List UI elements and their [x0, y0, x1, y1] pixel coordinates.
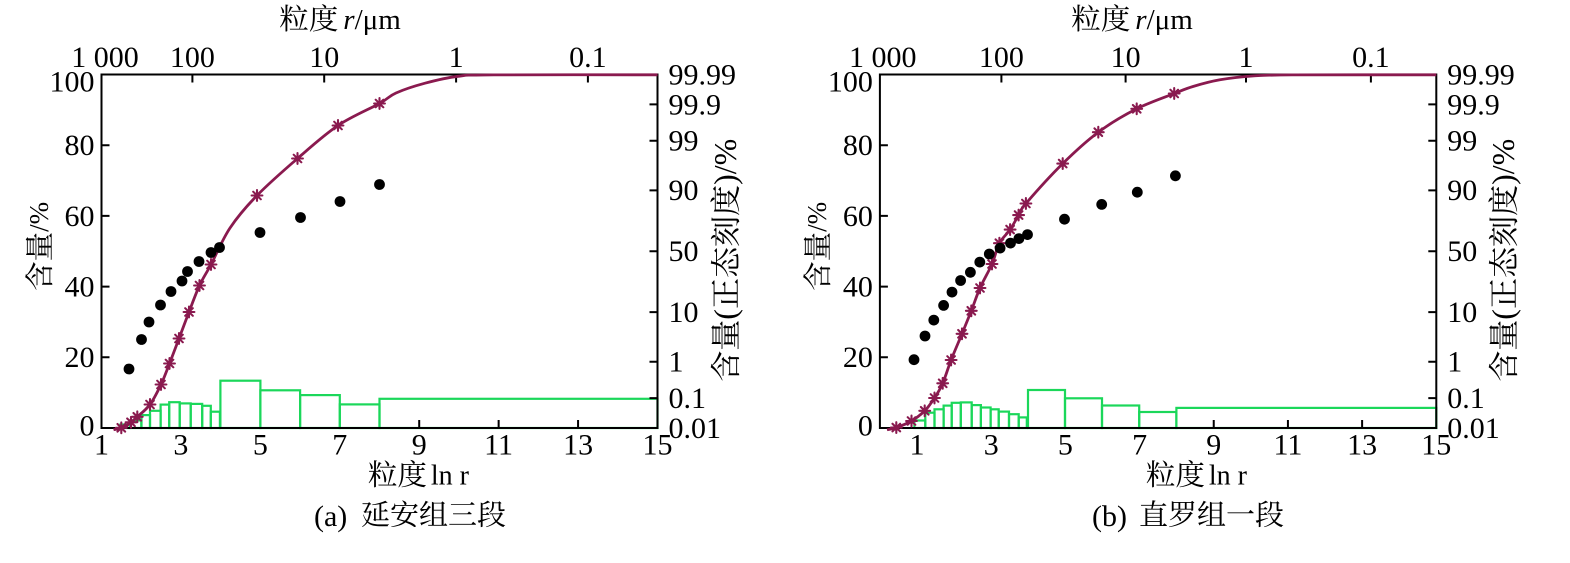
svg-text:1: 1	[94, 429, 109, 462]
svg-text:60: 60	[65, 200, 95, 233]
svg-text:99.99: 99.99	[669, 58, 737, 91]
svg-text:100: 100	[50, 65, 95, 98]
svg-text:0.01: 0.01	[1447, 412, 1500, 445]
svg-text:10: 10	[1447, 296, 1477, 329]
svg-text:1: 1	[1447, 346, 1462, 379]
svg-text:90: 90	[669, 174, 699, 207]
svg-text:r/μm: r/μm	[1135, 4, 1193, 36]
svg-text:40: 40	[65, 271, 95, 304]
svg-text:13: 13	[563, 429, 593, 462]
svg-text:1: 1	[669, 346, 684, 379]
svg-text:15: 15	[643, 429, 673, 462]
svg-text:ln r: ln r	[431, 461, 470, 492]
svg-text:13: 13	[1347, 429, 1377, 462]
svg-text:5: 5	[253, 429, 268, 462]
svg-text:3: 3	[173, 429, 188, 462]
svg-text:99.99: 99.99	[1447, 58, 1515, 91]
svg-text:1 000: 1 000	[71, 41, 139, 74]
svg-text:0.01: 0.01	[669, 412, 722, 445]
svg-text:99.9: 99.9	[669, 88, 722, 121]
svg-text:99: 99	[669, 125, 699, 158]
svg-text:50: 50	[669, 235, 699, 268]
svg-text:/%: /%	[802, 202, 832, 232]
svg-text:99: 99	[1447, 125, 1477, 158]
svg-text:1: 1	[910, 429, 925, 462]
svg-text:100: 100	[828, 65, 873, 98]
svg-text:1: 1	[1239, 41, 1254, 74]
svg-text:9: 9	[1206, 429, 1221, 462]
svg-text:(a): (a)	[314, 500, 347, 533]
svg-text:3: 3	[984, 429, 999, 462]
svg-text:(: (	[1485, 309, 1521, 320]
svg-text:)/%: )/%	[1485, 139, 1521, 185]
svg-text:0.1: 0.1	[669, 382, 707, 415]
svg-text:20: 20	[843, 341, 873, 374]
svg-text:80: 80	[843, 129, 873, 162]
svg-text:r/μm: r/μm	[343, 4, 401, 36]
svg-text:/%: /%	[24, 202, 54, 232]
svg-text:11: 11	[1273, 429, 1302, 462]
svg-text:0.1: 0.1	[1352, 41, 1390, 74]
svg-text:0: 0	[80, 409, 95, 442]
svg-text:0: 0	[858, 409, 873, 442]
svg-text:9: 9	[412, 429, 427, 462]
svg-text:1: 1	[449, 41, 464, 74]
svg-text:100: 100	[979, 41, 1024, 74]
svg-text:7: 7	[1132, 429, 1147, 462]
svg-text:0.1: 0.1	[569, 41, 607, 74]
svg-text:0.1: 0.1	[1447, 382, 1485, 415]
svg-text:60: 60	[843, 200, 873, 233]
svg-text:ln r: ln r	[1209, 461, 1248, 492]
svg-text:10: 10	[309, 41, 339, 74]
svg-text:15: 15	[1421, 429, 1451, 462]
svg-text:90: 90	[1447, 174, 1477, 207]
svg-text:80: 80	[65, 129, 95, 162]
svg-text:1 000: 1 000	[849, 41, 917, 74]
svg-text:)/%: )/%	[707, 139, 743, 185]
svg-text:7: 7	[332, 429, 347, 462]
svg-text:20: 20	[65, 341, 95, 374]
svg-text:5: 5	[1058, 429, 1073, 462]
svg-text:11: 11	[484, 429, 513, 462]
svg-text:10: 10	[1111, 41, 1141, 74]
svg-text:(b): (b)	[1092, 500, 1127, 533]
svg-text:(: (	[707, 309, 743, 320]
svg-text:10: 10	[669, 296, 699, 329]
svg-text:50: 50	[1447, 235, 1477, 268]
svg-text:40: 40	[843, 271, 873, 304]
svg-text:100: 100	[170, 41, 215, 74]
svg-text:99.9: 99.9	[1447, 88, 1500, 121]
